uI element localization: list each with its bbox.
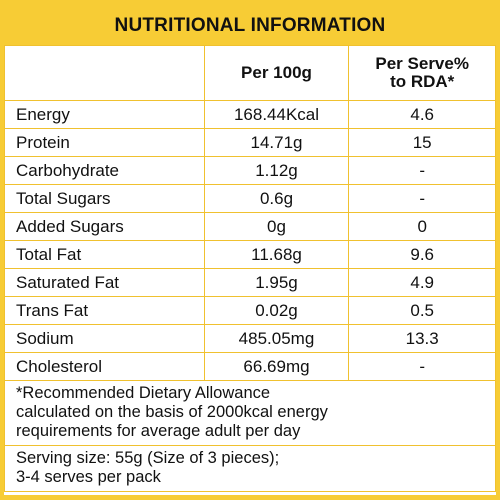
nutrient-name: Trans Fat <box>4 296 205 325</box>
table-row: Protein 14.71g 15 <box>4 128 496 157</box>
per-100g-value: 66.69mg <box>203 352 350 381</box>
rda-value: 9.6 <box>348 240 496 269</box>
nutrition-table: Per 100g Per Serve% to RDA* Energy 168.4… <box>4 45 496 492</box>
serving-row: Serving size: 55g (Size of 3 pieces); 3-… <box>4 445 496 492</box>
table-row: Sodium 485.05mg 13.3 <box>4 324 496 353</box>
table-row: Energy 168.44Kcal 4.6 <box>4 100 496 129</box>
per-100g-value: 485.05mg <box>203 324 350 353</box>
nutrient-name: Energy <box>4 100 205 129</box>
rda-value: 13.3 <box>348 324 496 353</box>
rda-value: 0 <box>348 212 496 241</box>
rda-footnote: *Recommended Dietary Allowance calculate… <box>4 380 496 446</box>
header-nutrient <box>4 45 205 101</box>
serving-info: Serving size: 55g (Size of 3 pieces); 3-… <box>4 445 496 492</box>
serving-line: 3-4 serves per pack <box>16 468 161 486</box>
header-rda: Per Serve% to RDA* <box>348 45 496 101</box>
per-100g-value: 1.95g <box>203 268 350 297</box>
table-row: Carbohydrate 1.12g - <box>4 156 496 185</box>
nutrient-name: Protein <box>4 128 205 157</box>
footnote-row: *Recommended Dietary Allowance calculate… <box>4 380 496 446</box>
per-100g-value: 168.44Kcal <box>203 100 350 129</box>
nutrition-table-container: Per 100g Per Serve% to RDA* Energy 168.4… <box>4 45 496 495</box>
nutrient-name: Sodium <box>4 324 205 353</box>
table-row: Total Fat 11.68g 9.6 <box>4 240 496 269</box>
table-row: Total Sugars 0.6g - <box>4 184 496 213</box>
rda-value: 0.5 <box>348 296 496 325</box>
per-100g-value: 0.02g <box>203 296 350 325</box>
header-rda-line1: Per Serve% <box>375 54 469 73</box>
nutrient-name: Cholesterol <box>4 352 205 381</box>
per-100g-value: 14.71g <box>203 128 350 157</box>
rda-value: - <box>348 352 496 381</box>
rda-value: - <box>348 184 496 213</box>
serving-line: Serving size: 55g (Size of 3 pieces); <box>16 449 280 467</box>
rda-value: - <box>348 156 496 185</box>
footnote-line: *Recommended Dietary Allowance <box>16 384 271 402</box>
table-row: Trans Fat 0.02g 0.5 <box>4 296 496 325</box>
nutrient-name: Saturated Fat <box>4 268 205 297</box>
nutrient-name: Total Fat <box>4 240 205 269</box>
per-100g-value: 1.12g <box>203 156 350 185</box>
per-100g-value: 0g <box>203 212 350 241</box>
footnote-line: calculated on the basis of 2000kcal ener… <box>16 403 328 421</box>
table-row: Saturated Fat 1.95g 4.9 <box>4 268 496 297</box>
rda-value: 4.6 <box>348 100 496 129</box>
per-100g-value: 11.68g <box>203 240 350 269</box>
header-rda-line2: to RDA* <box>390 72 455 91</box>
rda-value: 15 <box>348 128 496 157</box>
panel-title: NUTRITIONAL INFORMATION <box>114 15 386 36</box>
header-row: Per 100g Per Serve% to RDA* <box>4 45 496 101</box>
nutrient-name: Total Sugars <box>4 184 205 213</box>
table-row: Cholesterol 66.69mg - <box>4 352 496 381</box>
nutrient-name: Added Sugars <box>4 212 205 241</box>
header-per-100g: Per 100g <box>203 45 350 101</box>
per-100g-value: 0.6g <box>203 184 350 213</box>
nutrient-name: Carbohydrate <box>4 156 205 185</box>
footnote-line: requirements for average adult per day <box>16 422 301 440</box>
rda-value: 4.9 <box>348 268 496 297</box>
table-row: Added Sugars 0g 0 <box>4 212 496 241</box>
